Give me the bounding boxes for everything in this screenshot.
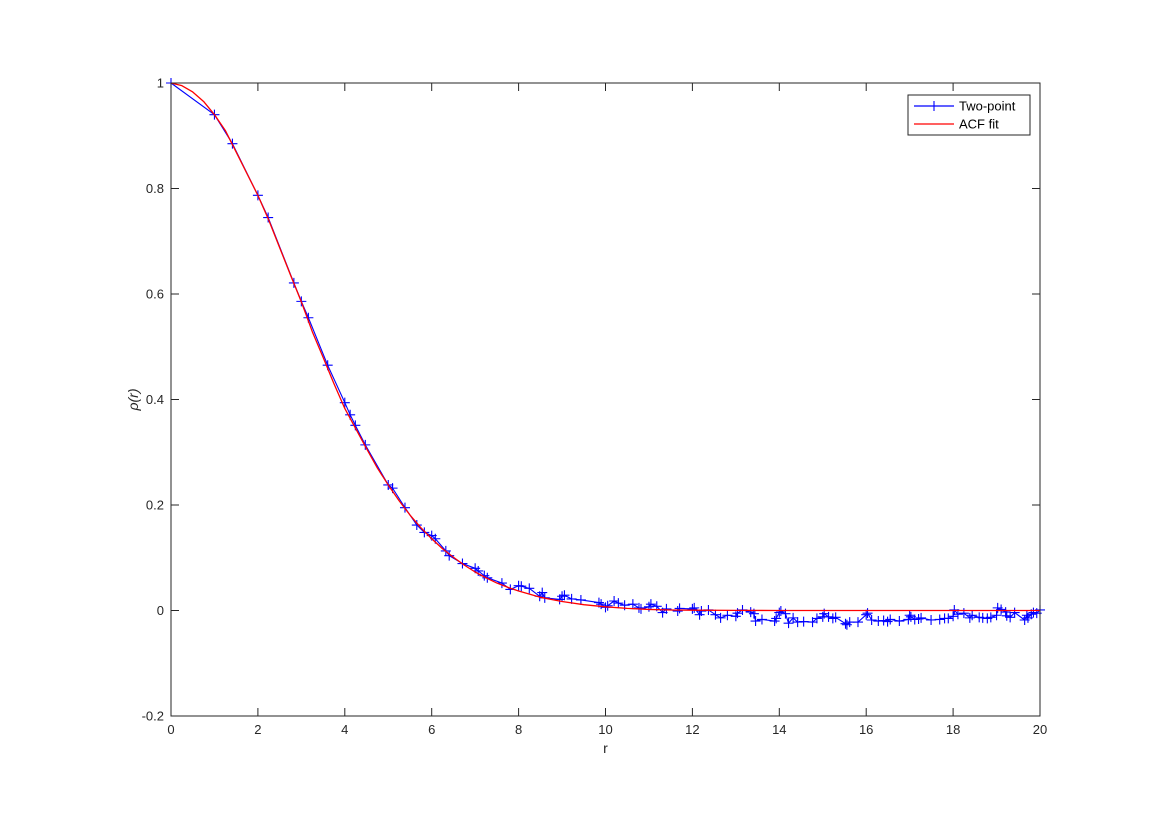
x-tick-label: 14 [772, 722, 786, 737]
x-tick-label: 18 [946, 722, 960, 737]
data-point [419, 527, 430, 538]
legend-label: Two-point [959, 99, 1016, 114]
data-point [964, 612, 975, 623]
data-point [830, 612, 841, 623]
data-point [774, 607, 785, 618]
data-point [866, 614, 877, 625]
y-tick-label: 0.4 [146, 392, 164, 407]
data-point [862, 608, 873, 619]
data-point [996, 604, 1007, 615]
data-point [904, 610, 915, 621]
y-tick-label: 0.8 [146, 181, 164, 196]
data-point [715, 612, 726, 623]
data-point [756, 614, 767, 625]
data-point [934, 614, 945, 625]
x-axis-label: r [603, 740, 608, 756]
x-tick-label: 4 [341, 722, 348, 737]
series-layer [166, 78, 1045, 630]
y-tick-label: 1 [157, 76, 164, 91]
data-point [1021, 610, 1032, 621]
data-point [861, 609, 872, 620]
data-point [771, 613, 782, 624]
x-tick-label: 16 [859, 722, 873, 737]
series-line [170, 82, 1040, 612]
y-tick-label: 0.2 [146, 498, 164, 513]
data-point [750, 616, 761, 627]
y-tick-label: 0 [157, 603, 164, 618]
data-point [788, 612, 799, 623]
data-point [1009, 607, 1020, 618]
data-point [882, 616, 893, 627]
y-axis-label: ρ(r) [125, 388, 141, 411]
legend: Two-point ACF fit [907, 94, 1031, 136]
data-point [985, 612, 996, 623]
data-point [360, 439, 371, 450]
y-tick-label: -0.2 [142, 709, 164, 724]
data-point [811, 613, 822, 624]
data-point [878, 615, 889, 626]
data-point [559, 590, 570, 601]
data-point [609, 596, 620, 607]
data-point [537, 587, 548, 598]
x-tick-label: 6 [428, 722, 435, 737]
data-point [575, 594, 586, 605]
legend-box [907, 94, 1031, 136]
data-point [769, 616, 780, 627]
data-point [948, 611, 959, 622]
data-point [913, 613, 924, 624]
data-point [672, 606, 683, 617]
legend-marker [929, 101, 939, 111]
data-point [516, 581, 527, 592]
data-point [894, 616, 905, 627]
data-point [661, 603, 672, 614]
data-point [696, 606, 707, 617]
axes-frame [170, 82, 1041, 717]
x-tick-label: 0 [167, 722, 174, 737]
data-point [645, 599, 656, 610]
data-point [722, 610, 733, 621]
data-point [674, 603, 685, 614]
data-point [633, 602, 644, 613]
data-point [885, 614, 896, 625]
data-point [926, 614, 937, 625]
data-point [943, 613, 954, 624]
y-tick-label: 0.6 [146, 287, 164, 302]
data-point [798, 616, 809, 627]
data-point [689, 602, 700, 613]
x-tick-label: 2 [254, 722, 261, 737]
data-point [524, 583, 535, 594]
data-point [783, 618, 794, 629]
data-point [557, 591, 568, 602]
data-point [710, 609, 721, 620]
data-point [602, 600, 613, 611]
data-point [840, 618, 851, 629]
plot-border [170, 82, 1041, 717]
data-point [444, 550, 455, 561]
data-point [566, 593, 577, 604]
data-point [411, 520, 422, 531]
data-point [687, 603, 698, 614]
data-point [852, 617, 863, 628]
data-point [339, 397, 350, 408]
legend-label: ACF fit [959, 117, 999, 132]
x-tick-label: 10 [598, 722, 612, 737]
plot-area [171, 83, 1040, 716]
x-tick-label: 12 [685, 722, 699, 737]
data-point [967, 610, 978, 621]
data-point [991, 610, 1002, 621]
data-point [1005, 612, 1016, 623]
data-point [613, 598, 624, 609]
series-acf-fit [170, 82, 1040, 612]
data-point [916, 612, 927, 623]
x-tick-label: 8 [515, 722, 522, 737]
data-point [841, 619, 852, 630]
x-tick-label: 20 [1033, 722, 1047, 737]
data-point [627, 599, 638, 610]
data-point [958, 608, 969, 619]
series-two-point [166, 78, 1045, 630]
